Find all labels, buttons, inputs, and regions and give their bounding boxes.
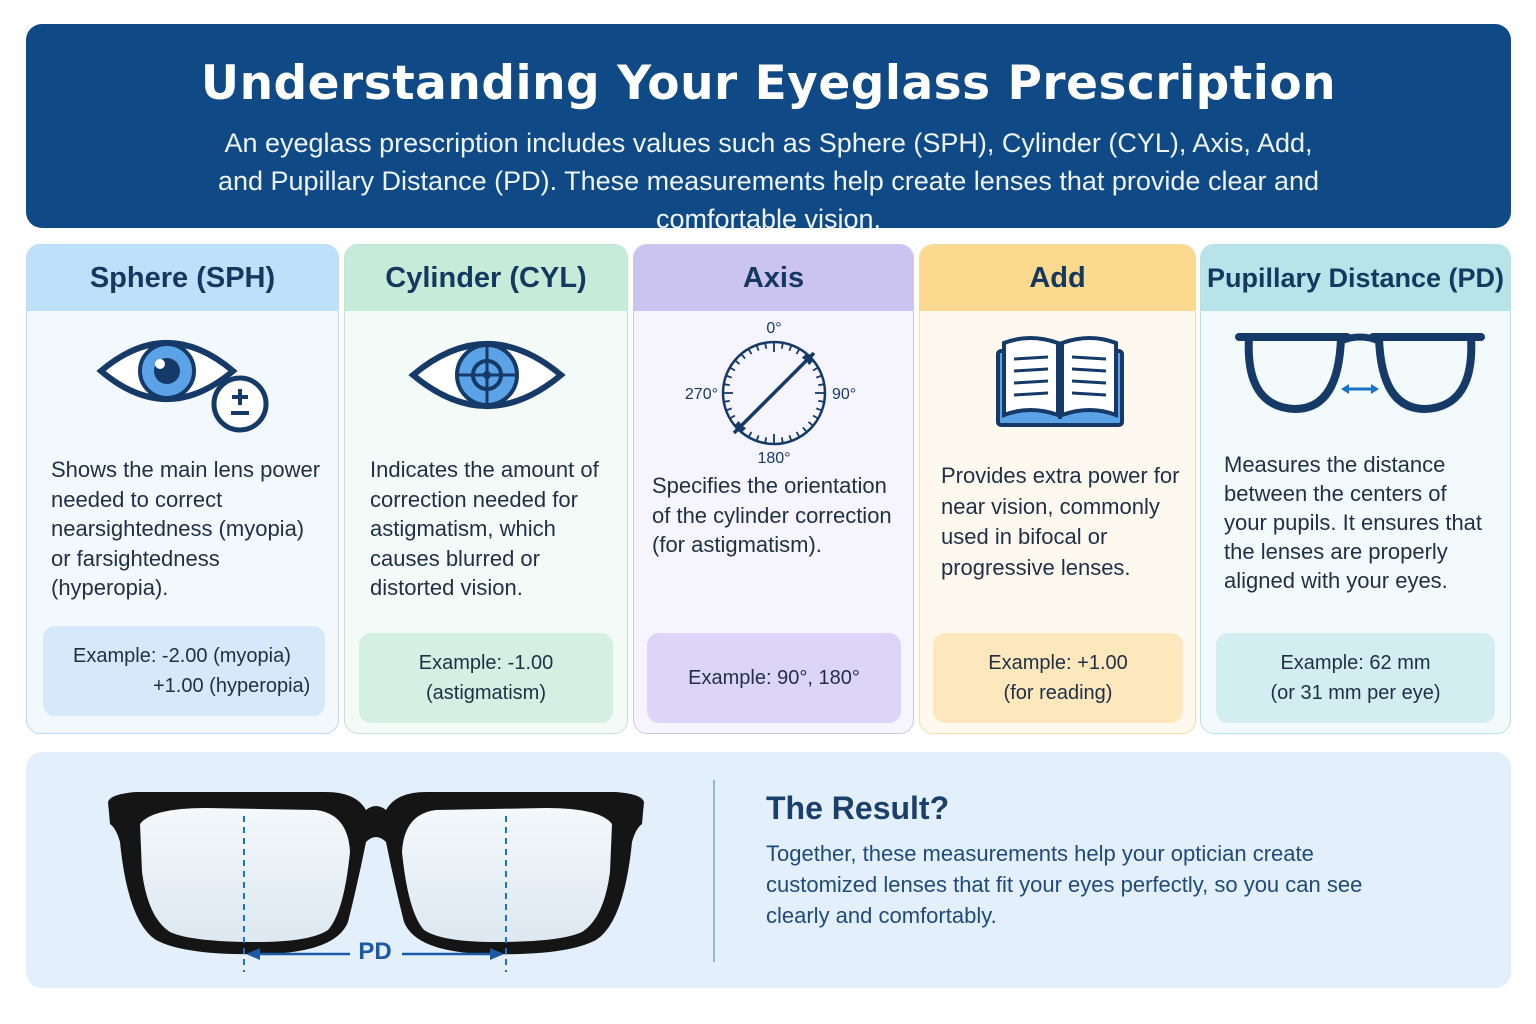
result-panel: PD The Result? Together, these measureme…: [26, 752, 1511, 988]
card-example: Example: 62 mm (or 31 mm per eye): [1216, 633, 1495, 723]
eye-plus-minus-icon: [27, 329, 338, 459]
card-title: Sphere (SPH): [27, 245, 338, 311]
result-text: Together, these measurements help your o…: [766, 841, 1363, 928]
card-example: Example: 90°, 180°: [647, 633, 901, 723]
card-title: Pupillary Distance (PD): [1201, 245, 1510, 311]
card-description: Specifies the orientation of the cylinde…: [652, 473, 892, 557]
card-example: Example: -2.00 (myopia) +1.00 (hyperopia…: [43, 626, 325, 716]
dial-label-bottom: 180°: [757, 450, 790, 465]
card-sphere: Sphere (SPH) Shows the main lens power n…: [26, 244, 339, 734]
card-example: Example: -1.00 (astigmatism): [359, 633, 613, 723]
card-description: Measures the distance between the center…: [1224, 452, 1483, 593]
pd-label: PD: [358, 938, 392, 965]
example-line: Example: -2.00 (myopia): [73, 645, 291, 667]
card-title: Add: [920, 245, 1195, 311]
open-book-icon: [920, 329, 1195, 459]
page-title: Understanding Your Eyeglass Prescription: [200, 56, 1337, 111]
example-line: Example: 90°, 180°: [688, 667, 860, 689]
page-subtitle: An eyeglass prescription includes values…: [217, 128, 1320, 234]
glasses-distance-icon: [1201, 329, 1510, 459]
card-description: Indicates the amount of correction neede…: [370, 457, 599, 600]
card-description: Provides extra power for near vision, co…: [941, 463, 1180, 580]
card-description: Shows the main lens power needed to corr…: [51, 457, 321, 600]
example-line: (astigmatism): [425, 682, 546, 704]
example-line: Example: 62 mm: [1280, 652, 1431, 674]
example-line: (or 31 mm per eye): [1270, 682, 1441, 704]
card-add: Add Provides extra power for near vision…: [919, 244, 1196, 734]
dial-label-top: 0°: [766, 320, 781, 337]
dial-label-right: 90°: [832, 386, 856, 403]
example-line: (for reading): [1003, 682, 1113, 704]
card-axis: Axis 0° 90° 180° 270° Specifies the orie…: [633, 244, 914, 734]
dial-label-left: 270°: [685, 386, 718, 403]
example-line: +1.00 (hyperopia): [153, 675, 311, 697]
example-line: Example: -1.00: [418, 652, 554, 674]
card-title: Axis: [634, 245, 913, 311]
divider: [713, 780, 715, 962]
card-example: Example: +1.00 (for reading): [933, 633, 1183, 723]
result-title: The Result?: [766, 790, 950, 826]
header-banner: Understanding Your Eyeglass Prescription…: [26, 24, 1511, 234]
card-cylinder: Cylinder (CYL) Indicates the amount of c…: [344, 244, 628, 734]
card-pupillary-distance: Pupillary Distance (PD) Measures the dis…: [1200, 244, 1511, 734]
card-title: Cylinder (CYL): [345, 245, 627, 311]
eye-crosshair-icon: [345, 329, 627, 459]
axis-dial-icon: 0° 90° 180° 270°: [634, 315, 913, 465]
example-line: Example: +1.00: [988, 652, 1128, 674]
eyeglasses-icon: [108, 792, 644, 972]
